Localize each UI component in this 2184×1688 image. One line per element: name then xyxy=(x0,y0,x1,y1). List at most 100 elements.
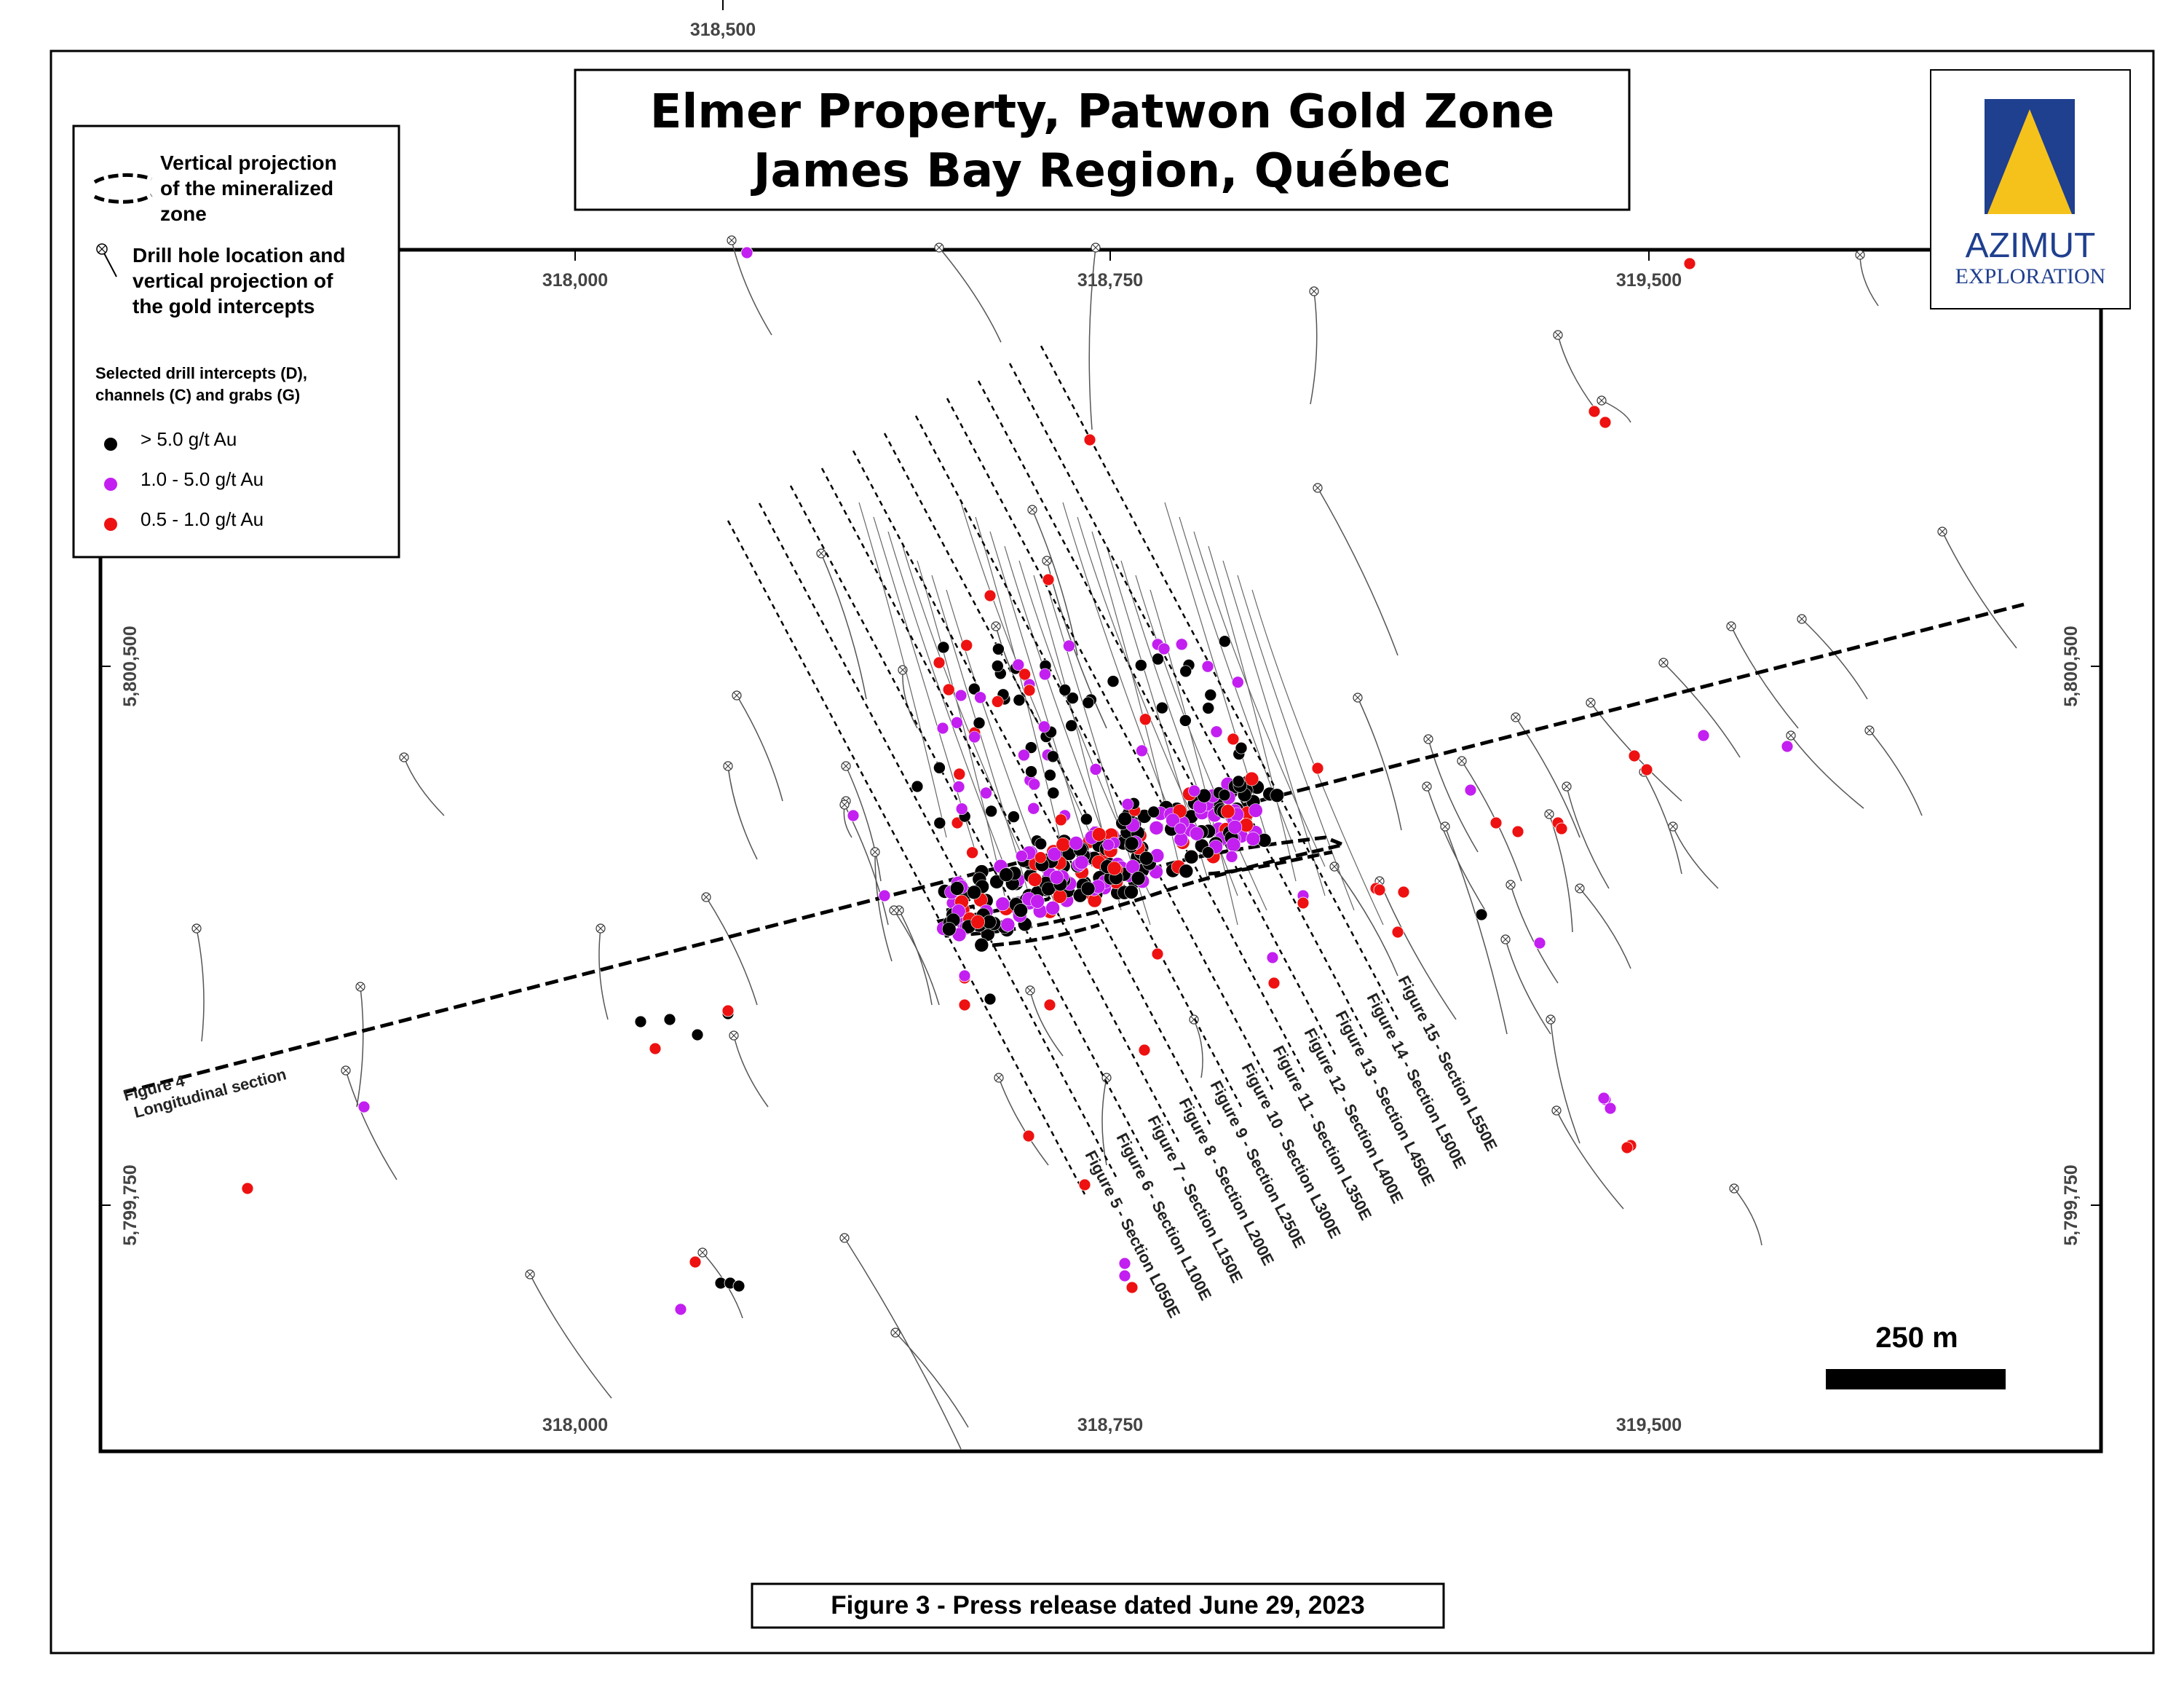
intercept-dot xyxy=(936,722,949,735)
intercept-dot xyxy=(1270,788,1284,803)
intercept-dot xyxy=(1174,822,1187,835)
drill-hole-trace xyxy=(1310,291,1318,405)
intercept-dot xyxy=(674,1303,687,1316)
drill-collar-icon xyxy=(1562,781,1572,792)
collar-cross xyxy=(730,1032,737,1039)
intercept-dot xyxy=(1156,701,1168,714)
intercept-dot xyxy=(1121,798,1134,811)
drill-collar-icon xyxy=(1511,712,1521,722)
collar-cross xyxy=(1092,244,1099,251)
intercept-dot xyxy=(1179,864,1194,879)
easting-bottom-2: 318,750 xyxy=(1077,1415,1143,1435)
intercept-dot xyxy=(951,716,963,729)
intercept-dot xyxy=(974,691,986,704)
intercept-dot xyxy=(847,809,860,822)
legend-intercepts-line1: Selected drill intercepts (D), xyxy=(95,364,307,382)
drill-collar-icon xyxy=(841,761,851,771)
collar-cross xyxy=(193,925,200,932)
drill-collar-icon xyxy=(1575,883,1585,894)
logo-name: AZIMUT xyxy=(1966,226,2096,265)
intercept-dot xyxy=(1232,676,1244,689)
intercept-dot xyxy=(1055,813,1067,827)
intercept-dot xyxy=(992,642,1005,655)
intercept-dot xyxy=(1131,871,1146,886)
intercept-dot xyxy=(999,867,1013,882)
collar-cross xyxy=(842,762,850,770)
drill-hole-trace xyxy=(733,1035,769,1108)
intercept-dot xyxy=(941,922,957,936)
intercept-dot xyxy=(1190,827,1204,841)
drill-hole-trace xyxy=(1790,735,1864,809)
intercept-dot xyxy=(1640,763,1653,776)
intercept-dot xyxy=(911,780,924,793)
drill-collar-icon xyxy=(1500,934,1511,944)
drill-hole-trace xyxy=(1208,545,1297,882)
intercept-dot xyxy=(1008,811,1020,823)
intercept-dot xyxy=(992,660,1004,672)
intercept-dot xyxy=(952,781,965,793)
intercept-dot xyxy=(1038,720,1051,733)
intercept-dot xyxy=(1136,744,1148,757)
easting-top-2: 318,750 xyxy=(1077,270,1143,291)
intercept-dot xyxy=(1511,825,1524,838)
collar-cross xyxy=(1546,811,1553,818)
easting-top-1: 318,000 xyxy=(542,270,608,291)
collar-cross xyxy=(892,1329,899,1336)
intercept-dot xyxy=(1533,936,1546,950)
intercept-dot xyxy=(1475,908,1488,921)
drill-collar-icon xyxy=(934,242,944,253)
collar-cross xyxy=(1798,615,1805,623)
legend-grade-medium: 1.0 - 5.0 g/t Au xyxy=(141,468,264,490)
collar-cross xyxy=(1787,732,1795,739)
drill-hole-trace xyxy=(917,560,1005,896)
intercept-dot xyxy=(1118,1257,1131,1270)
section-line xyxy=(758,502,1117,1178)
legend-zone-line2: of the mineralized xyxy=(160,177,333,200)
legend-grade-low: 0.5 - 1.0 g/t Au xyxy=(141,508,264,530)
intercept-dot xyxy=(1218,789,1231,802)
drill-hole-trace xyxy=(1426,786,1486,911)
drill-hole-trace xyxy=(902,669,918,729)
drill-hole-trace xyxy=(1193,1019,1203,1078)
intercept-dot xyxy=(980,786,992,800)
intercept-dot xyxy=(1201,660,1214,673)
easting-bottom-3: 319,500 xyxy=(1616,1415,1682,1435)
logo-subtitle: EXPLORATION xyxy=(1955,264,2106,288)
intercept-dot xyxy=(1074,855,1089,870)
collar-cross xyxy=(871,848,879,856)
intercept-dot xyxy=(1067,692,1079,704)
drill-hole-trace xyxy=(895,1332,969,1428)
legend-box xyxy=(72,125,400,559)
intercept-dot xyxy=(1697,729,1710,742)
legend-dot-high xyxy=(104,438,117,451)
intercept-dot xyxy=(634,1015,647,1028)
drill-collar-icon xyxy=(1668,821,1678,832)
title-line2: James Bay Region, Québec xyxy=(751,144,1452,198)
drill-hole-trace xyxy=(1101,1077,1107,1166)
drill-collar-icon xyxy=(1551,1105,1562,1116)
drill-hole-trace xyxy=(1334,866,1398,977)
intercept-dot xyxy=(1012,658,1025,671)
drill-hole-trace xyxy=(1733,1188,1762,1246)
drill-collar-icon xyxy=(991,621,1001,631)
drill-collar-icon xyxy=(701,892,711,902)
intercept-dot xyxy=(992,695,1004,708)
collar-cross xyxy=(1441,823,1449,830)
intercept-dot xyxy=(1027,872,1042,887)
intercept-dot xyxy=(970,915,985,929)
intercept-dot xyxy=(1246,832,1261,846)
collar-cross xyxy=(1458,757,1465,765)
intercept-dot xyxy=(1138,1044,1151,1057)
intercept-dot xyxy=(973,717,986,730)
drill-collar-icon xyxy=(1440,821,1450,832)
drill-hole-trace xyxy=(1730,626,1799,729)
drill-hole-trace xyxy=(1566,786,1610,889)
intercept-dot xyxy=(1219,635,1231,648)
intercept-dot xyxy=(1069,836,1083,851)
intercept-dot xyxy=(1065,719,1077,732)
drill-collar-icon xyxy=(816,548,826,559)
section-line xyxy=(883,433,1243,1108)
intercept-dot xyxy=(1373,883,1386,896)
intercept-dot xyxy=(1059,684,1072,696)
intercept-dot xyxy=(1030,894,1045,909)
